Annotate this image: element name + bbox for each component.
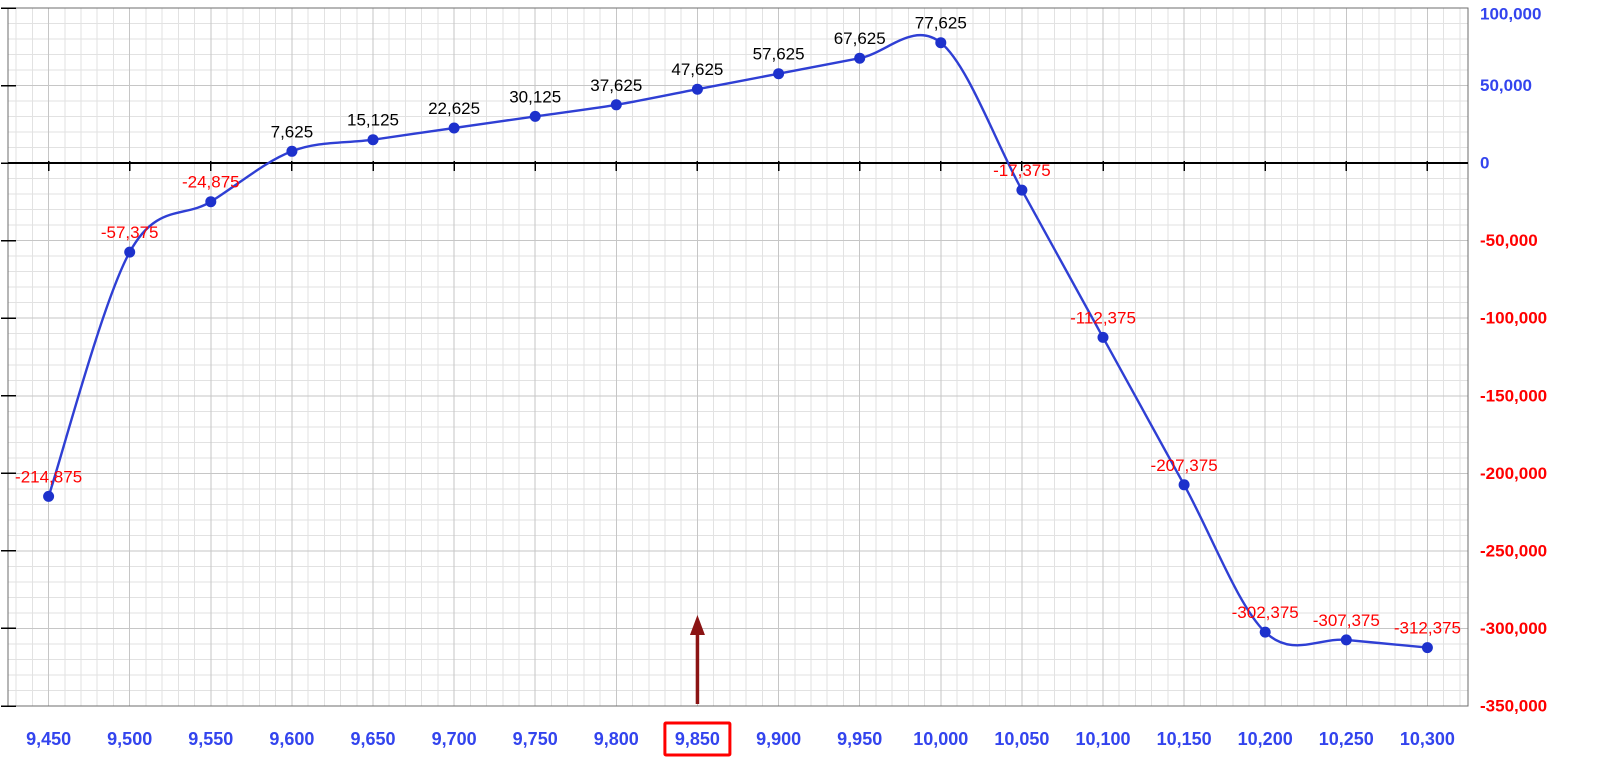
arrow-annotation-head — [689, 615, 705, 635]
y-tick-label: -300,000 — [1480, 619, 1547, 638]
x-tick-label: 10,050 — [994, 729, 1049, 749]
grid-minor — [8, 7, 1468, 707]
x-tick-label: 10,200 — [1238, 729, 1293, 749]
data-point — [1178, 479, 1190, 491]
data-point — [935, 37, 947, 49]
data-point — [367, 134, 379, 146]
x-tick-label: 9,500 — [107, 729, 152, 749]
data-point — [610, 99, 622, 111]
x-tick-label: 9,600 — [269, 729, 314, 749]
data-point — [124, 246, 136, 258]
data-point — [1016, 184, 1028, 196]
y-tick-label: 50,000 — [1480, 76, 1532, 95]
data-label: -307,375 — [1313, 611, 1380, 630]
x-tick-label: 9,550 — [188, 729, 233, 749]
x-tick-label: 9,850 — [675, 729, 720, 749]
data-point — [1097, 331, 1109, 343]
x-tick-label: 9,900 — [756, 729, 801, 749]
x-tick-label: 9,800 — [594, 729, 639, 749]
data-point — [205, 196, 217, 208]
axis-ticks — [1, 7, 1429, 707]
data-label: 37,625 — [590, 76, 642, 95]
x-tick-label: 9,450 — [26, 729, 71, 749]
data-point — [448, 122, 460, 134]
y-tick-label: -150,000 — [1480, 386, 1547, 405]
x-label-highlight-box — [663, 721, 732, 757]
data-label: -17,375 — [993, 161, 1051, 180]
y-tick-label: 100,000 — [1480, 5, 1541, 24]
y-tick-label: 0 — [1480, 154, 1489, 173]
data-point — [529, 110, 541, 122]
data-point — [854, 52, 866, 64]
data-label: -312,375 — [1394, 619, 1461, 638]
data-label: -302,375 — [1232, 603, 1299, 622]
data-point — [286, 145, 298, 157]
data-point — [773, 68, 785, 80]
data-label: -112,375 — [1070, 308, 1136, 327]
data-label: 57,625 — [753, 45, 805, 64]
x-tick-label: 9,750 — [513, 729, 558, 749]
plot-border — [7, 7, 1469, 707]
data-point — [1421, 642, 1433, 654]
x-tick-label: 10,250 — [1319, 729, 1374, 749]
data-point — [691, 83, 703, 95]
x-tick-label: 10,100 — [1075, 729, 1130, 749]
data-label: 22,625 — [428, 99, 480, 118]
data-point — [43, 490, 55, 502]
series-line — [47, 33, 1428, 649]
data-label: -214,875 — [15, 467, 82, 486]
x-tick-label: 10,300 — [1400, 729, 1455, 749]
x-tick-label: 9,650 — [350, 729, 395, 749]
x-tick-label: 10,000 — [913, 729, 968, 749]
data-label: 67,625 — [834, 29, 886, 48]
y-tick-label: -350,000 — [1480, 697, 1547, 716]
data-label: 47,625 — [671, 60, 723, 79]
y-tick-label: -50,000 — [1480, 231, 1538, 250]
x-tick-label: 9,950 — [837, 729, 882, 749]
data-label: -24,875 — [182, 173, 240, 192]
data-label: -207,375 — [1151, 456, 1218, 475]
data-label: -57,375 — [101, 223, 159, 242]
y-tick-label: -250,000 — [1480, 541, 1547, 560]
data-label: 77,625 — [915, 14, 967, 33]
y-tick-label: -200,000 — [1480, 464, 1547, 483]
data-point — [1259, 626, 1271, 638]
data-point — [1340, 634, 1352, 646]
data-label: 30,125 — [509, 87, 561, 106]
x-tick-label: 9,700 — [432, 729, 477, 749]
x-tick-label: 10,150 — [1157, 729, 1212, 749]
data-label: 15,125 — [347, 111, 399, 130]
y-tick-label: -100,000 — [1480, 309, 1547, 328]
data-label: 7,625 — [271, 122, 314, 141]
